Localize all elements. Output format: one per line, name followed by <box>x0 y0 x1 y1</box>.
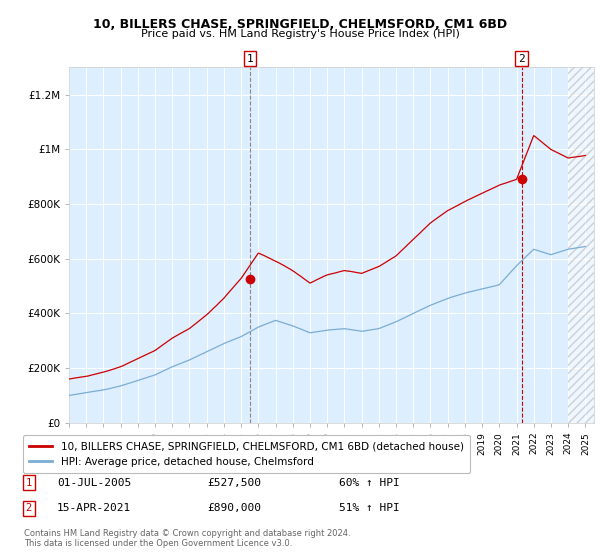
Text: £890,000: £890,000 <box>207 503 261 514</box>
Text: 15-APR-2021: 15-APR-2021 <box>57 503 131 514</box>
Text: 01-JUL-2005: 01-JUL-2005 <box>57 478 131 488</box>
Legend: 10, BILLERS CHASE, SPRINGFIELD, CHELMSFORD, CM1 6BD (detached house), HPI: Avera: 10, BILLERS CHASE, SPRINGFIELD, CHELMSFO… <box>23 435 470 473</box>
Text: £527,500: £527,500 <box>207 478 261 488</box>
Text: Contains HM Land Registry data © Crown copyright and database right 2024.: Contains HM Land Registry data © Crown c… <box>24 529 350 538</box>
Text: This data is licensed under the Open Government Licence v3.0.: This data is licensed under the Open Gov… <box>24 539 292 548</box>
Text: 51% ↑ HPI: 51% ↑ HPI <box>339 503 400 514</box>
Text: 10, BILLERS CHASE, SPRINGFIELD, CHELMSFORD, CM1 6BD: 10, BILLERS CHASE, SPRINGFIELD, CHELMSFO… <box>93 18 507 31</box>
Text: 2: 2 <box>26 503 32 514</box>
Text: 60% ↑ HPI: 60% ↑ HPI <box>339 478 400 488</box>
Bar <box>568 67 594 423</box>
Text: 1: 1 <box>26 478 32 488</box>
Text: 1: 1 <box>247 54 253 64</box>
Text: 2: 2 <box>518 54 525 64</box>
Text: Price paid vs. HM Land Registry's House Price Index (HPI): Price paid vs. HM Land Registry's House … <box>140 29 460 39</box>
